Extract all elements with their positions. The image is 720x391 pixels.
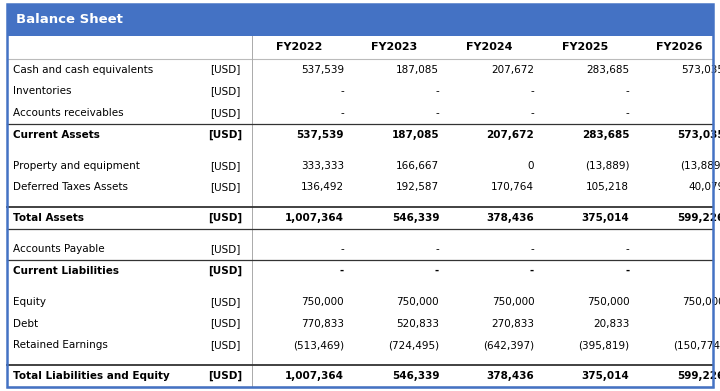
Text: -: - xyxy=(626,244,629,254)
Text: [USD]: [USD] xyxy=(208,266,242,276)
Text: 378,436: 378,436 xyxy=(487,213,534,223)
Text: 270,833: 270,833 xyxy=(491,319,534,328)
Text: -: - xyxy=(341,108,344,118)
Text: Balance Sheet: Balance Sheet xyxy=(16,13,122,27)
Text: 750,000: 750,000 xyxy=(682,297,720,307)
Text: (513,469): (513,469) xyxy=(293,340,344,350)
Text: 375,014: 375,014 xyxy=(582,371,629,381)
Text: Accounts receivables: Accounts receivables xyxy=(13,108,124,118)
Text: [USD]: [USD] xyxy=(208,130,242,140)
Text: 378,436: 378,436 xyxy=(487,371,534,381)
Text: [USD]: [USD] xyxy=(210,340,240,350)
Text: 136,492: 136,492 xyxy=(301,183,344,192)
Text: 599,226: 599,226 xyxy=(677,371,720,381)
Text: 40,079: 40,079 xyxy=(688,183,720,192)
Text: -: - xyxy=(531,108,534,118)
Text: 599,226: 599,226 xyxy=(677,213,720,223)
Text: 1,007,364: 1,007,364 xyxy=(285,213,344,223)
Text: (13,889): (13,889) xyxy=(585,161,629,170)
Text: Deferred Taxes Assets: Deferred Taxes Assets xyxy=(13,183,128,192)
Text: [USD]: [USD] xyxy=(208,371,242,381)
Text: 537,539: 537,539 xyxy=(301,65,344,75)
Text: 283,685: 283,685 xyxy=(586,65,629,75)
Text: FY2023: FY2023 xyxy=(372,42,418,52)
Text: 207,672: 207,672 xyxy=(487,130,534,140)
Text: -: - xyxy=(436,108,439,118)
Text: [USD]: [USD] xyxy=(210,244,240,254)
Text: Property and equipment: Property and equipment xyxy=(13,161,140,170)
Text: -: - xyxy=(436,244,439,254)
Text: 20,833: 20,833 xyxy=(593,319,629,328)
Text: 750,000: 750,000 xyxy=(397,297,439,307)
Text: (724,495): (724,495) xyxy=(388,340,439,350)
Text: Total Assets: Total Assets xyxy=(13,213,84,223)
Text: 0: 0 xyxy=(528,161,534,170)
Text: Accounts Payable: Accounts Payable xyxy=(13,244,104,254)
Text: 105,218: 105,218 xyxy=(586,183,629,192)
Text: [USD]: [USD] xyxy=(210,86,240,96)
Text: 573,035: 573,035 xyxy=(681,65,720,75)
Text: [USD]: [USD] xyxy=(210,161,240,170)
Text: -: - xyxy=(341,86,344,96)
Text: Debt: Debt xyxy=(13,319,38,328)
Text: 573,035: 573,035 xyxy=(677,130,720,140)
Text: (150,774): (150,774) xyxy=(673,340,720,350)
Text: 333,333: 333,333 xyxy=(301,161,344,170)
Text: Retained Earnings: Retained Earnings xyxy=(13,340,108,350)
Text: [USD]: [USD] xyxy=(210,297,240,307)
Text: 1,007,364: 1,007,364 xyxy=(285,371,344,381)
Text: 750,000: 750,000 xyxy=(492,297,534,307)
Text: Current Assets: Current Assets xyxy=(13,130,100,140)
Text: -: - xyxy=(531,86,534,96)
Text: [USD]: [USD] xyxy=(208,213,242,223)
Text: -: - xyxy=(341,244,344,254)
Text: 750,000: 750,000 xyxy=(302,297,344,307)
Text: 207,672: 207,672 xyxy=(491,65,534,75)
Text: (13,889): (13,889) xyxy=(680,161,720,170)
Text: 283,685: 283,685 xyxy=(582,130,629,140)
Text: FY2025: FY2025 xyxy=(562,42,608,52)
Text: Cash and cash equivalents: Cash and cash equivalents xyxy=(13,65,153,75)
Text: 546,339: 546,339 xyxy=(392,213,439,223)
Text: (642,397): (642,397) xyxy=(483,340,534,350)
Bar xyxy=(7,4,713,36)
Text: 770,833: 770,833 xyxy=(301,319,344,328)
Text: Inventories: Inventories xyxy=(13,86,71,96)
Text: -: - xyxy=(340,266,344,276)
Text: 170,764: 170,764 xyxy=(491,183,534,192)
Text: [USD]: [USD] xyxy=(210,183,240,192)
Text: FY2024: FY2024 xyxy=(467,42,513,52)
Text: 375,014: 375,014 xyxy=(582,213,629,223)
Text: 520,833: 520,833 xyxy=(396,319,439,328)
Text: -: - xyxy=(625,266,629,276)
Text: [USD]: [USD] xyxy=(210,65,240,75)
Text: 537,539: 537,539 xyxy=(297,130,344,140)
Text: FY2022: FY2022 xyxy=(276,42,323,52)
Text: 192,587: 192,587 xyxy=(396,183,439,192)
Text: 166,667: 166,667 xyxy=(396,161,439,170)
Text: -: - xyxy=(435,266,439,276)
Text: 750,000: 750,000 xyxy=(587,297,629,307)
Text: FY2026: FY2026 xyxy=(657,42,703,52)
Text: -: - xyxy=(626,86,629,96)
Text: 546,339: 546,339 xyxy=(392,371,439,381)
Text: Equity: Equity xyxy=(13,297,46,307)
Text: Total Liabilities and Equity: Total Liabilities and Equity xyxy=(13,371,170,381)
Text: -: - xyxy=(626,108,629,118)
Text: Current Liabilities: Current Liabilities xyxy=(13,266,119,276)
Text: 187,085: 187,085 xyxy=(392,130,439,140)
Text: [USD]: [USD] xyxy=(210,319,240,328)
Text: -: - xyxy=(530,266,534,276)
Text: -: - xyxy=(436,86,439,96)
Text: 187,085: 187,085 xyxy=(396,65,439,75)
Text: -: - xyxy=(531,244,534,254)
Text: [USD]: [USD] xyxy=(210,108,240,118)
Text: (395,819): (395,819) xyxy=(578,340,629,350)
